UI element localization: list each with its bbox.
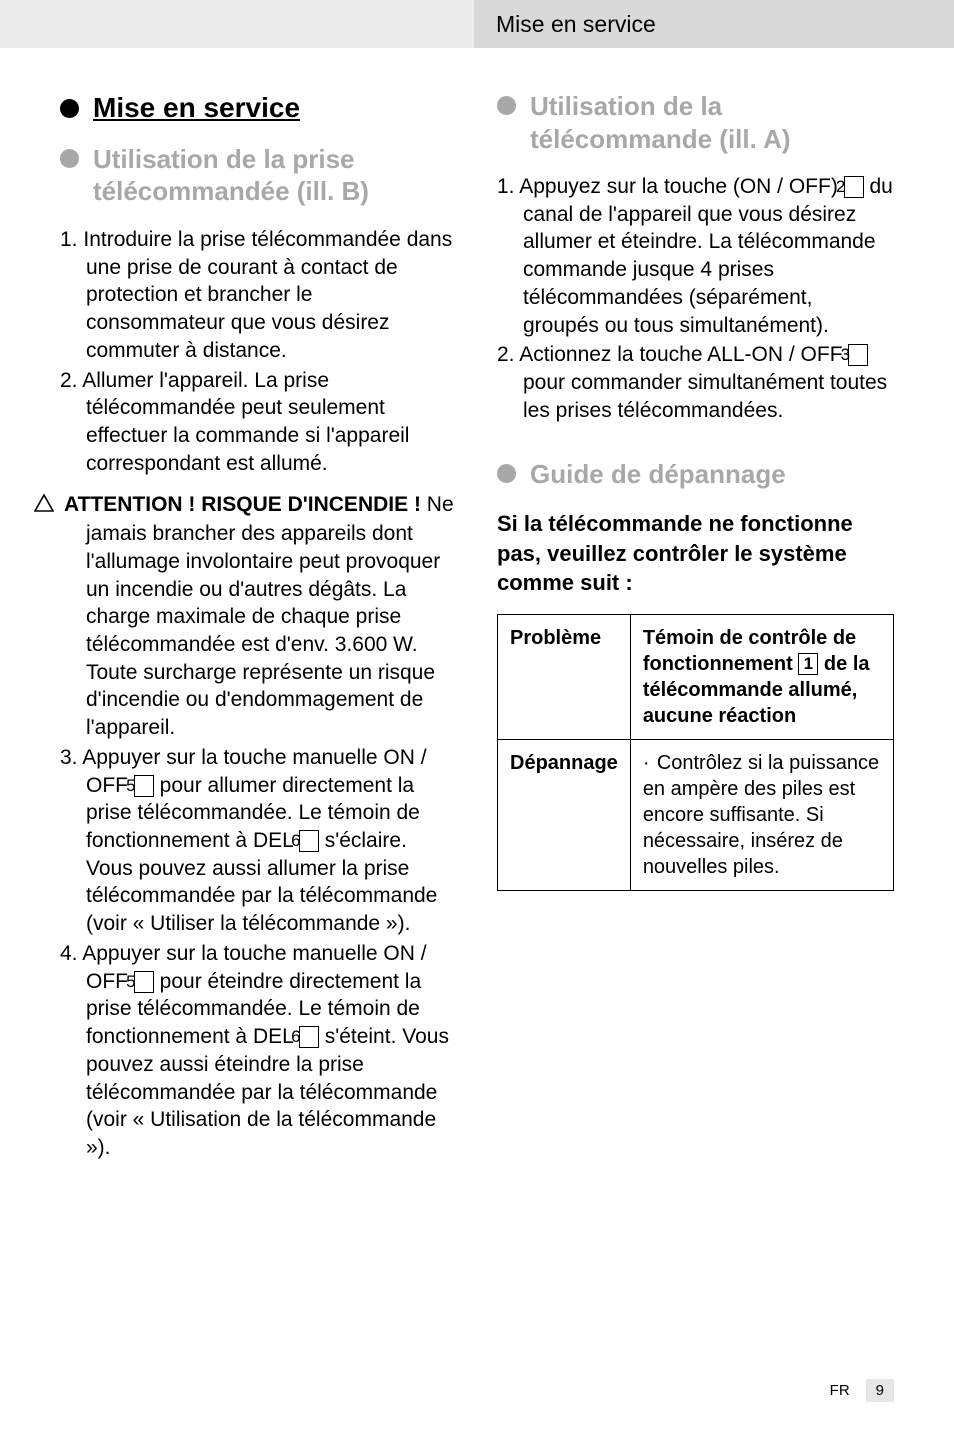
ref-number: 5 [134, 775, 154, 797]
page-footer: FR 9 [830, 1379, 894, 1402]
bullet-icon [60, 149, 79, 168]
footer-lang: FR [830, 1382, 850, 1399]
subsection-heading: Guide de dépannage [497, 458, 894, 491]
step-item: 2. Allumer l'appareil. La prise télécomm… [86, 367, 457, 478]
ref-number: 6 [299, 830, 319, 852]
subsection-title: Utilisation de la prise télécommandée (i… [93, 143, 457, 208]
warning-text: Ne jamais brancher des appareils dont l'… [86, 493, 454, 739]
guide-intro: Si la télécommande ne fonctionne pas, ve… [497, 509, 894, 598]
header-title: Mise en service [496, 11, 656, 38]
table-cell: Dépannage [498, 740, 631, 891]
left-column: Mise en service Utilisation de la prise … [60, 90, 457, 1176]
ref-number: 5 [134, 971, 154, 993]
table-header: Témoin de contrôle de fonctionnement 1 d… [630, 615, 893, 740]
warning-block: ATTENTION ! RISQUE D'INCENDIE ! Ne jamai… [86, 491, 457, 741]
subsection-heading: Utilisation de la prise télécommandée (i… [60, 143, 457, 208]
subsection-title: Utilisation de la télécommande (ill. A) [530, 90, 894, 155]
footer-page: 9 [866, 1379, 894, 1402]
step-item: 3. Appuyer sur la touche manuelle ON / O… [86, 744, 457, 938]
step-item: 1. Appuyez sur la touche (ON / OFF) 2 du… [523, 173, 894, 339]
steps-list: 1. Appuyez sur la touche (ON / OFF) 2 du… [497, 173, 894, 424]
steps-list: 1. Introduire la prise télécommandée dan… [60, 226, 457, 477]
section-title: Mise en service [93, 90, 300, 127]
guide-title: Guide de dépannage [530, 458, 786, 491]
troubleshoot-table: Problème Témoin de contrôle de fonctionn… [497, 614, 894, 891]
step-item: 2. Actionnez la touche ALL-ON / OFF 3 po… [523, 341, 894, 424]
table-header: Problème [498, 615, 631, 740]
ref-number: 3 [848, 344, 868, 366]
step-item: 4. Appuyer sur la touche manuelle ON / O… [86, 940, 457, 1162]
bullet-icon [497, 96, 516, 115]
ref-number: 2 [844, 176, 864, 198]
subsection-heading: Utilisation de la télécommande (ill. A) [497, 90, 894, 155]
right-column: Utilisation de la télécommande (ill. A) … [497, 90, 894, 1176]
bullet-icon [497, 464, 516, 483]
warning-label: ATTENTION ! RISQUE D'INCENDIE ! [64, 493, 421, 516]
section-heading: Mise en service [60, 90, 457, 127]
steps-list-2: 3. Appuyer sur la touche manuelle ON / O… [60, 744, 457, 1162]
step-item: 1. Introduire la prise télécommandée dan… [86, 226, 457, 365]
table-cell: ·Contrôlez si la puissance en ampère des… [630, 740, 893, 891]
bullet-icon [60, 99, 79, 118]
ref-number: 1 [798, 653, 818, 675]
header-bar: Mise en service [474, 0, 954, 48]
ref-number: 6 [299, 1026, 319, 1048]
